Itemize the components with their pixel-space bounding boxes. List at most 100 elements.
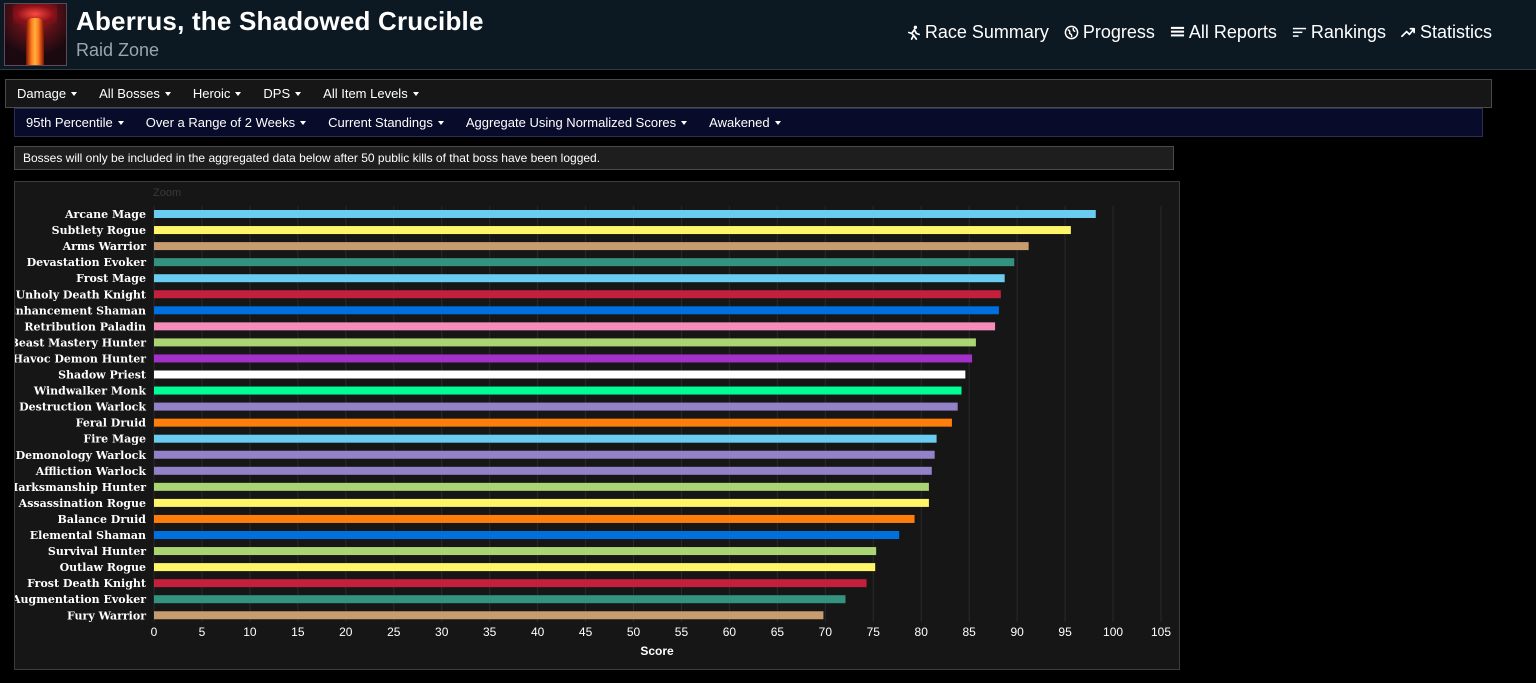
category-label: Arcane Mage: [64, 208, 146, 221]
category-label: Affliction Warlock: [35, 465, 147, 478]
bar[interactable]: [154, 563, 876, 572]
nav-race-summary[interactable]: Race Summary: [906, 22, 1049, 43]
caret-down-icon: [412, 91, 419, 96]
x-tick-label: 0: [151, 625, 158, 639]
x-tick-label: 15: [291, 625, 305, 639]
category-label: Frost Death Knight: [27, 577, 147, 590]
filter-metric-dropdown[interactable]: Damage: [6, 86, 88, 101]
bar[interactable]: [154, 338, 976, 347]
bar[interactable]: [154, 434, 937, 443]
caret-down-icon: [164, 91, 171, 96]
nav-progress-label: Progress: [1082, 22, 1155, 42]
bar[interactable]: [154, 531, 900, 539]
filter-aggregate-label: Aggregate Using Normalized Scores: [465, 115, 677, 130]
filter-standings-dropdown[interactable]: Current Standings: [317, 115, 455, 130]
bar[interactable]: [154, 547, 877, 556]
bar[interactable]: [154, 226, 1071, 235]
bar[interactable]: [154, 402, 958, 411]
category-label: Assassination Rogue: [18, 497, 146, 510]
bar[interactable]: [154, 258, 1015, 267]
x-tick-label: 85: [963, 625, 977, 639]
x-tick-label: 50: [627, 625, 641, 639]
page-header: Aberrus, the Shadowed Crucible Raid Zone…: [0, 0, 1536, 70]
category-label: Survival Hunter: [48, 545, 146, 558]
filter-awakened-dropdown[interactable]: Awakened: [698, 115, 791, 130]
category-label: Elemental Shaman: [30, 529, 146, 542]
bar[interactable]: [154, 306, 999, 315]
bar[interactable]: [154, 386, 962, 395]
category-label: Unholy Death Knight: [16, 288, 147, 301]
category-label: Outlaw Rogue: [60, 561, 146, 574]
nav-statistics[interactable]: Statistics: [1401, 22, 1492, 43]
caret-down-icon: [437, 120, 444, 125]
bar[interactable]: [154, 322, 996, 331]
category-label: Augmentation Evoker: [15, 593, 146, 606]
x-tick-label: 95: [1058, 625, 1072, 639]
category-label: Subtlety Rogue: [52, 224, 146, 237]
x-tick-label: 55: [675, 625, 689, 639]
bar[interactable]: [154, 450, 935, 459]
bar[interactable]: [154, 354, 973, 363]
x-tick-label: 35: [483, 625, 497, 639]
bar[interactable]: [154, 290, 1001, 299]
category-label: Windwalker Monk: [33, 385, 147, 398]
filter-boss-dropdown[interactable]: All Bosses: [88, 86, 182, 101]
bar[interactable]: [154, 418, 952, 427]
x-tick-label: 30: [435, 625, 449, 639]
category-labels: Arcane Mage Subtlety Rogue Arms Warrior Dev…: [15, 208, 147, 622]
filter-role-label: DPS: [263, 86, 291, 101]
filter-percentile-dropdown[interactable]: 95th Percentile: [15, 115, 135, 130]
zoom-label[interactable]: Zoom: [153, 187, 181, 199]
x-tick-label: 105: [1151, 625, 1171, 639]
category-label: Demonology Warlock: [16, 449, 147, 462]
bar[interactable]: [154, 210, 1096, 218]
caret-down-icon: [117, 120, 124, 125]
zone-icon: [4, 3, 67, 66]
filter-item-level-dropdown[interactable]: All Item Levels: [312, 86, 430, 101]
x-tick-label: 20: [339, 625, 353, 639]
filter-aggregate-dropdown[interactable]: Aggregate Using Normalized Scores: [455, 115, 698, 130]
x-tick-label: 5: [199, 625, 206, 639]
category-label: Feral Druid: [76, 417, 147, 430]
runner-icon: [907, 25, 920, 40]
nav-rankings[interactable]: Rankings: [1292, 22, 1386, 43]
bar[interactable]: [154, 595, 846, 604]
x-tick-label: 80: [915, 625, 929, 639]
bar[interactable]: [154, 611, 824, 620]
x-tick-label: 100: [1103, 625, 1123, 639]
bar[interactable]: [154, 466, 932, 475]
filter-role-dropdown[interactable]: DPS: [252, 86, 312, 101]
bar[interactable]: [154, 242, 1029, 251]
filter-bar-primary: Damage All Bosses Heroic DPS All Item Le…: [5, 79, 1492, 108]
nav-all-reports[interactable]: All Reports: [1170, 22, 1277, 43]
category-label: Enhancement Shaman: [15, 304, 146, 317]
x-tick-label: 60: [723, 625, 737, 639]
filter-difficulty-dropdown[interactable]: Heroic: [182, 86, 253, 101]
category-label: Retribution Paladin: [24, 320, 146, 333]
bar[interactable]: [154, 482, 929, 491]
nav-progress[interactable]: Progress: [1064, 22, 1155, 43]
bar[interactable]: [154, 274, 1005, 283]
x-tick-labels: 0 5 10 15 20 25 30 35 40 45 50 55 60 65 70 75 80 85 90 95 10…: [151, 625, 1172, 639]
filter-range-dropdown[interactable]: Over a Range of 2 Weeks: [135, 115, 317, 130]
bar[interactable]: [154, 370, 966, 379]
category-label: Frost Mage: [76, 272, 146, 285]
bar[interactable]: [154, 579, 867, 588]
bars: [154, 210, 1096, 620]
category-label: Arms Warrior: [62, 240, 147, 253]
globe-icon: [1064, 25, 1079, 40]
caret-down-icon: [681, 120, 688, 125]
filter-awakened-label: Awakened: [709, 115, 770, 130]
category-label: Devastation Evoker: [27, 256, 147, 269]
caret-down-icon: [295, 91, 302, 96]
score-chart: Zoom Arcane Mage Subtlety Rogue Arms Warri…: [14, 181, 1180, 670]
bar[interactable]: [154, 498, 929, 507]
bar[interactable]: [154, 514, 915, 523]
x-tick-label: 45: [579, 625, 593, 639]
caret-down-icon: [300, 120, 307, 125]
x-tick-label: 75: [867, 625, 881, 639]
nav-all-reports-label: All Reports: [1188, 22, 1277, 42]
filter-standings-label: Current Standings: [328, 115, 433, 130]
category-label: Balance Druid: [58, 513, 147, 526]
trend-icon: [1401, 27, 1415, 38]
